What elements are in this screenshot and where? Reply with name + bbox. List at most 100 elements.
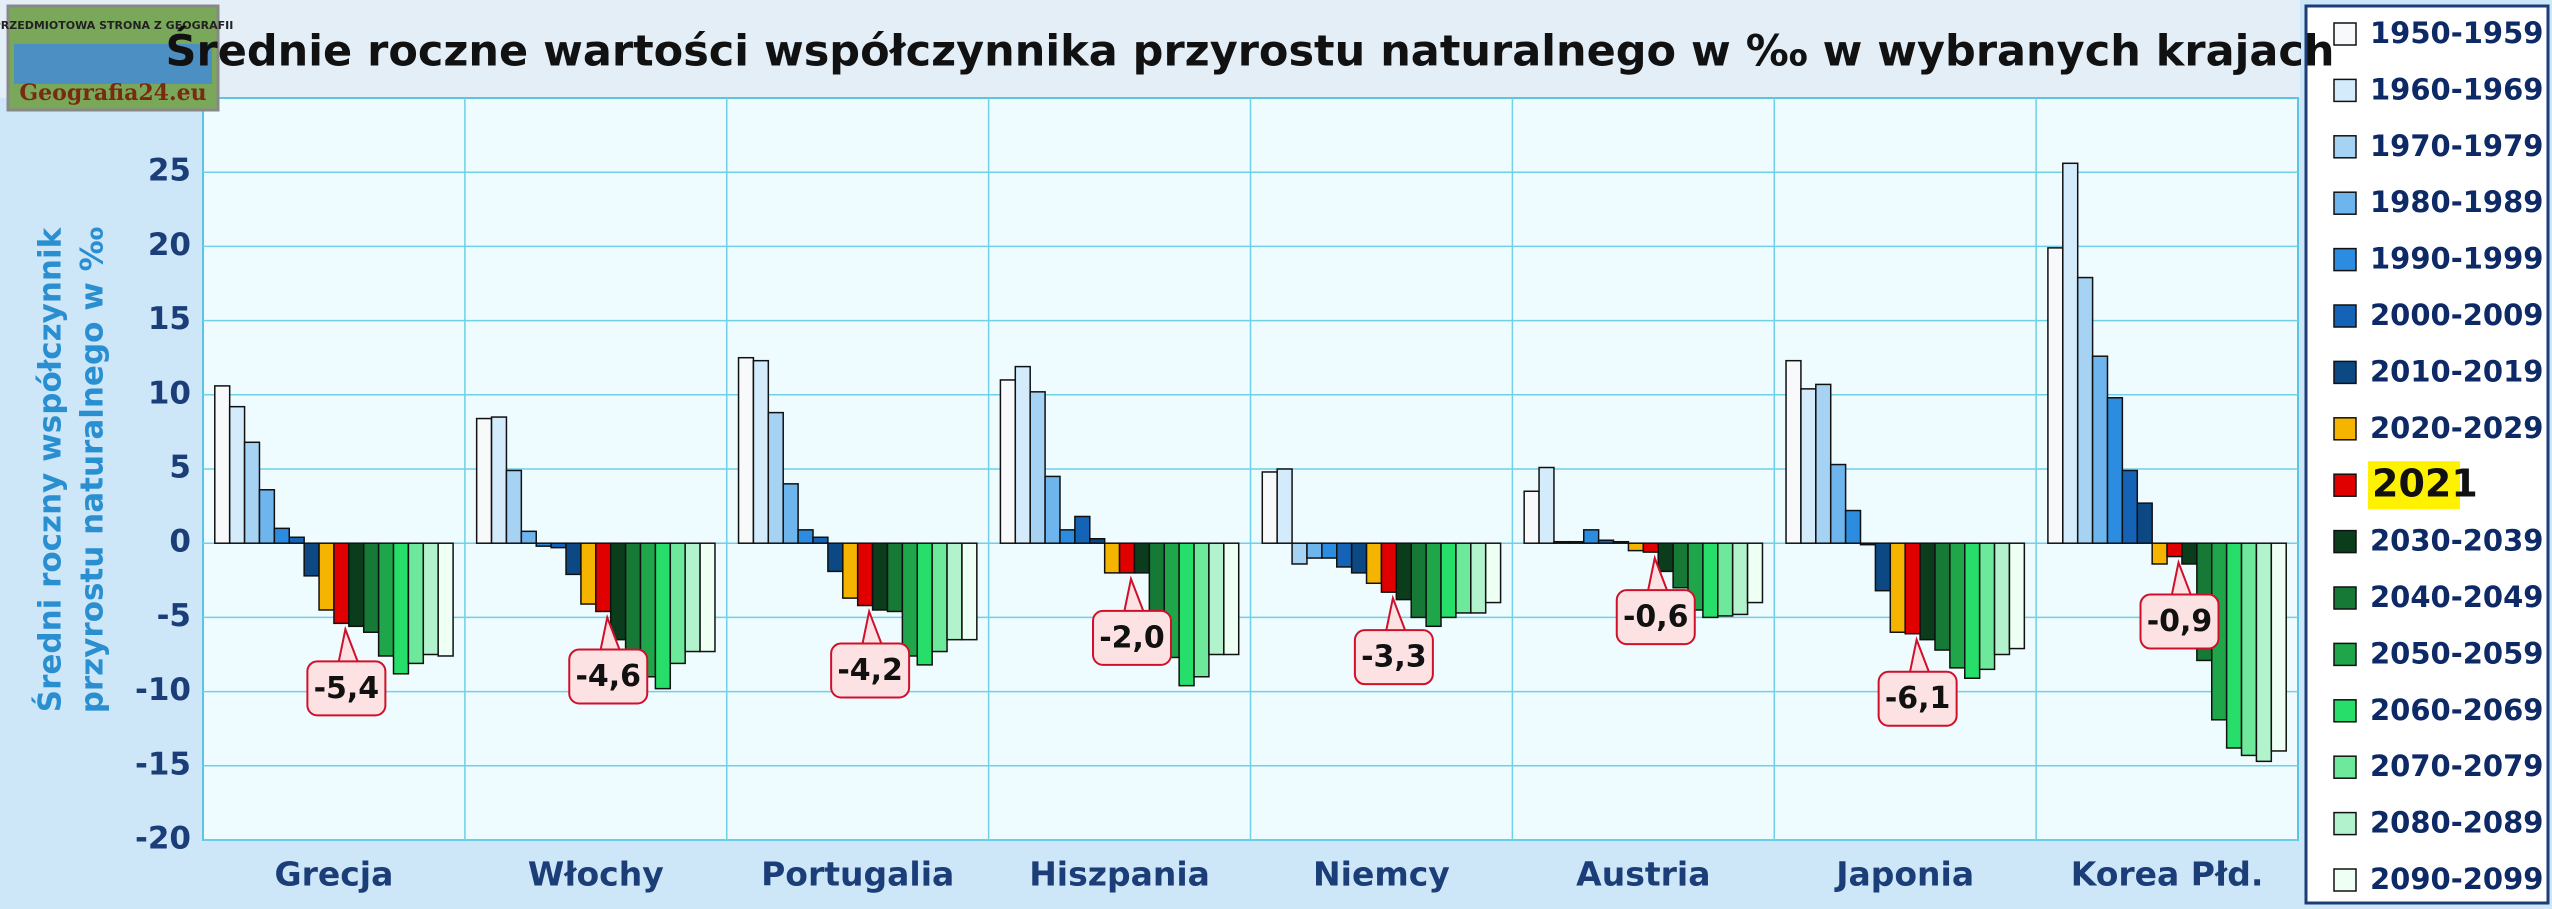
x-tick-label: Portugalia (761, 855, 954, 894)
bar (685, 543, 700, 651)
bar (1980, 543, 1995, 669)
bar (1224, 543, 1239, 654)
y-tick-label: 0 (169, 524, 191, 560)
bar (477, 419, 492, 544)
bar (1149, 543, 1164, 617)
y-axis-title: Średni roczny współczynnik (32, 226, 69, 712)
bar (1209, 543, 1224, 654)
bar (334, 543, 349, 623)
legend-swatch (2334, 249, 2356, 271)
bar (230, 407, 245, 544)
legend-swatch (2334, 305, 2356, 327)
bar (1486, 543, 1501, 602)
bar (655, 543, 670, 688)
bar (506, 470, 521, 543)
bar (1658, 543, 1673, 571)
legend-swatch (2334, 756, 2356, 778)
bar (1920, 543, 1935, 639)
bar (902, 543, 917, 656)
x-tick-label: Grecja (274, 855, 393, 894)
bar (1015, 367, 1030, 544)
bar (1643, 543, 1658, 552)
bar (670, 543, 685, 663)
legend-swatch (2334, 813, 2356, 835)
bar (783, 484, 798, 543)
bar (1411, 543, 1426, 617)
bar (843, 543, 858, 598)
x-tick-label: Niemcy (1313, 855, 1450, 894)
bar (1569, 542, 1584, 543)
bar (1995, 543, 2010, 654)
bar (1090, 539, 1105, 543)
legend-label: 2000-2009 (2370, 298, 2543, 332)
bar (887, 543, 902, 611)
bar (274, 528, 289, 543)
bar (245, 442, 260, 543)
legend-label: 2070-2079 (2370, 749, 2543, 783)
bar (2152, 543, 2167, 564)
bar (1367, 543, 1382, 583)
bar (2093, 356, 2108, 543)
bar (1846, 511, 1861, 544)
bar (304, 543, 319, 576)
data-label: -2,0 (1099, 620, 1165, 655)
legend-swatch (2334, 361, 2356, 383)
bar (1801, 389, 1816, 543)
bar (2078, 278, 2093, 544)
bar (215, 386, 230, 543)
legend-swatch (2334, 700, 2356, 722)
bar (259, 490, 274, 543)
bar (2271, 543, 2286, 751)
legend-label: 1970-1979 (2370, 129, 2543, 163)
bar (962, 543, 977, 639)
bar (566, 543, 581, 574)
bar (1000, 380, 1015, 543)
bar (1539, 468, 1554, 544)
bar (1524, 491, 1539, 543)
bar (768, 413, 783, 544)
bar (379, 543, 394, 656)
legend-label: 1960-1969 (2370, 72, 2543, 106)
data-label: -4,6 (575, 659, 641, 694)
legend-swatch (2334, 869, 2356, 891)
y-axis-title: przyrostu naturalnego w ‰ (75, 227, 111, 714)
bar (1456, 543, 1471, 613)
bar (700, 543, 715, 651)
bar (1935, 543, 1950, 650)
bar (408, 543, 423, 663)
legend-swatch (2334, 587, 2356, 609)
bar (1584, 530, 1599, 543)
bar (798, 530, 813, 543)
bar (2063, 163, 2078, 543)
legend-label: 2080-2089 (2370, 806, 2543, 840)
bar (2048, 248, 2063, 543)
bar (1045, 476, 1060, 543)
bar (521, 531, 536, 543)
bar (1075, 516, 1090, 543)
legend-swatch (2334, 474, 2356, 496)
bar (2242, 543, 2257, 755)
legend-swatch (2334, 79, 2356, 101)
x-tick-label: Japonia (1834, 855, 1974, 894)
data-label: -5,4 (314, 671, 380, 706)
bar (1381, 543, 1396, 592)
bar (1748, 543, 1763, 602)
bar (1262, 472, 1277, 543)
bar (2182, 543, 2197, 564)
y-tick-label: -5 (157, 598, 191, 634)
bar (1396, 543, 1411, 599)
bar (1554, 542, 1569, 543)
bar (1441, 543, 1456, 617)
bar (289, 537, 304, 543)
bar (492, 417, 507, 543)
bar (1194, 543, 1209, 677)
bar (873, 543, 888, 610)
bar (1861, 543, 1876, 544)
legend-label: 2050-2059 (2370, 636, 2543, 670)
bar (1030, 392, 1045, 543)
bar (1060, 530, 1075, 543)
bar (2009, 543, 2024, 648)
bar (1599, 540, 1614, 543)
bar (858, 543, 873, 605)
bar (947, 543, 962, 639)
